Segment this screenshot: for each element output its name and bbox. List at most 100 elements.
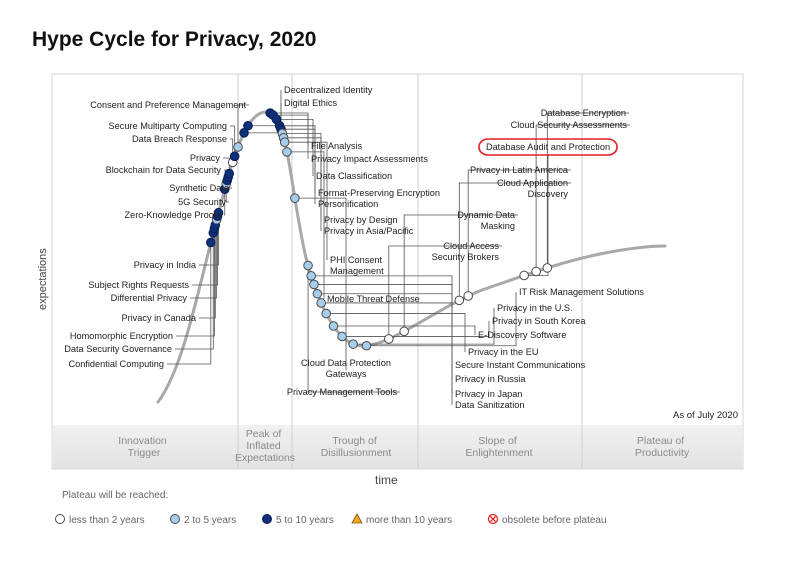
technology-label: File Analysis <box>311 141 362 151</box>
technology-label: Data Classification <box>316 171 392 181</box>
leader-line <box>546 112 629 268</box>
leader-lines <box>167 90 630 405</box>
technology-point <box>279 137 290 147</box>
technology-label: Privacy in Canada <box>121 313 196 323</box>
as-of-label: As of July 2020 <box>673 410 738 421</box>
technology-point <box>399 326 409 337</box>
technology-point <box>531 266 541 277</box>
leader-line <box>284 141 328 260</box>
leader-line <box>326 313 466 352</box>
legend-label: less than 2 years <box>69 515 145 526</box>
leader-line <box>333 325 476 335</box>
y-axis-label: expectations <box>37 248 49 310</box>
legend-label: obsolete before plateau <box>502 515 607 526</box>
technology-label: Data Sanitization <box>455 400 524 410</box>
technology-point <box>229 151 240 162</box>
technology-label: Data Security Governance <box>64 344 172 354</box>
technology-label: Subject Rights Requests <box>88 280 189 290</box>
phase-label: Plateau of Productivity <box>635 435 690 459</box>
technology-label: Secure Instant Communications <box>455 360 586 370</box>
data-points <box>206 108 553 351</box>
technology-label: Secure Multiparty Computing <box>109 121 227 131</box>
leader-line <box>283 137 322 231</box>
phase-label: Peak of Inflated Expectations <box>235 428 295 464</box>
technology-label: Privacy in South Korea <box>492 316 586 326</box>
triangle-marker-icon <box>351 513 363 524</box>
leader-line <box>223 157 230 174</box>
technology-point <box>321 308 331 319</box>
technology-point <box>306 271 316 281</box>
technology-label: IT Risk Management Solutions <box>519 287 644 297</box>
legend-title: Plateau will be reached: <box>62 490 168 501</box>
technology-point <box>519 270 529 281</box>
technology-point <box>290 193 300 203</box>
leader-line <box>224 189 226 216</box>
technology-label: Synthetic Data <box>169 183 230 193</box>
technology-point <box>224 168 235 179</box>
technology-label: Decentralized Identity <box>284 85 373 95</box>
technology-label: Differential Privacy <box>111 293 188 303</box>
phase-label: Slope of Enlightenment <box>465 435 532 459</box>
technology-label: Privacy in Russia <box>455 374 526 384</box>
leader-line <box>276 118 314 176</box>
legend-item: less than 2 years <box>55 514 145 526</box>
leader-line <box>199 224 216 319</box>
technology-label: Format-Preserving Encryption <box>318 188 440 198</box>
technology-label: Digital Ethics <box>284 98 338 108</box>
legend-item: obsolete before plateau <box>487 513 607 526</box>
leader-line <box>458 182 571 301</box>
technology-label: Privacy in Japan <box>455 389 522 399</box>
technology-label: Privacy in India <box>134 260 197 270</box>
technology-point <box>312 288 323 299</box>
technology-point <box>233 142 243 152</box>
leader-line <box>294 197 347 370</box>
technology-label: Privacy by Design <box>324 215 398 225</box>
leader-line <box>388 245 502 339</box>
leader-line <box>535 124 630 272</box>
technology-label: Cloud Security Assessments <box>511 120 628 130</box>
leader-line <box>273 114 309 159</box>
x-axis-label: time <box>375 473 398 487</box>
legend-label: 5 to 10 years <box>276 515 334 526</box>
legend-label: more than 10 years <box>366 515 452 526</box>
technology-label: Privacy in Latin America <box>470 165 569 175</box>
technology-label: Cloud Data Protection Gateways <box>301 358 391 379</box>
legend-marker-icon <box>170 514 180 524</box>
data-labels: Confidential Computing Data Security Gove… <box>64 85 644 410</box>
technology-point <box>206 237 216 248</box>
technology-point <box>337 331 347 342</box>
technology-point <box>454 295 465 306</box>
technology-label: Privacy in Asia/Pacific <box>324 226 414 236</box>
leader-line <box>403 214 518 332</box>
phase-label: Innovation Trigger <box>118 435 169 459</box>
legend-marker-icon <box>262 514 272 524</box>
technology-point <box>463 291 473 301</box>
technology-label: Personification <box>318 199 378 209</box>
technology-point <box>303 260 313 271</box>
technology-point <box>243 120 253 131</box>
legend: Plateau will be reached: less than 2 yea… <box>55 490 607 526</box>
phase-label: Trough of Disillusionment <box>321 435 392 459</box>
legend-item: 5 to 10 years <box>262 514 334 526</box>
technology-label: Privacy Management Tools <box>287 387 398 397</box>
leader-line <box>237 104 249 147</box>
leader-line <box>524 154 549 276</box>
legend-item: more than 10 years <box>351 513 452 526</box>
legend-label: 2 to 5 years <box>184 515 236 526</box>
technology-label: Confidential Computing <box>68 359 164 369</box>
technology-label: Database Encryption <box>541 108 626 118</box>
leader-line <box>192 216 218 286</box>
technology-label: Cloud Application Discovery <box>497 178 568 199</box>
leader-line <box>366 292 517 347</box>
technology-point <box>213 207 224 218</box>
leader-line <box>176 228 215 337</box>
legend-marker-icon <box>55 514 65 524</box>
legend-item: 2 to 5 years <box>170 514 236 526</box>
technology-label: Privacy <box>190 153 221 163</box>
leader-line <box>467 169 571 296</box>
technology-point <box>348 339 358 349</box>
technology-label: Privacy in the EU <box>468 347 538 357</box>
technology-point <box>309 279 319 290</box>
technology-point <box>361 340 372 351</box>
